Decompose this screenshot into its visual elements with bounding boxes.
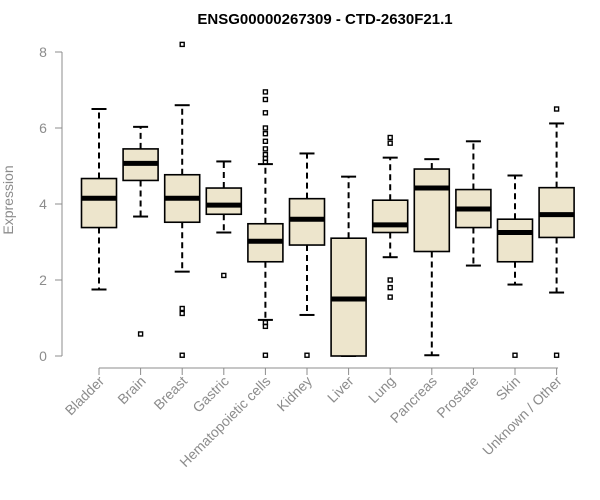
- box-breast: [163, 41, 201, 358]
- outlier-point: [553, 352, 560, 358]
- iqr-box: [413, 168, 451, 253]
- box-pancreas: [413, 158, 451, 357]
- y-tick-label: 0: [39, 348, 47, 364]
- outlier-point: [512, 352, 518, 358]
- iqr-box: [288, 197, 326, 246]
- outlier-point: [304, 352, 310, 358]
- box-brain: [122, 125, 159, 337]
- box-gastric: [205, 160, 243, 279]
- outlier-point: [387, 294, 393, 300]
- outlier-point: [179, 352, 185, 358]
- outlier-point: [262, 110, 269, 116]
- outlier-point: [179, 305, 185, 312]
- iqr-box: [371, 199, 409, 234]
- outlier-point: [221, 272, 227, 279]
- chart-title: ENSG00000267309 - CTD-2630F21.1: [197, 11, 452, 28]
- outlier-point: [387, 140, 393, 146]
- x-tick-label-lung: Lung: [365, 373, 398, 406]
- outlier-point: [262, 352, 269, 358]
- box-unknown-other: [538, 106, 575, 358]
- outlier-point: [262, 138, 269, 145]
- box-prostate: [455, 140, 492, 267]
- box-bladder: [80, 108, 118, 291]
- outlier-point: [262, 146, 269, 152]
- outlier-point: [137, 331, 144, 337]
- box-liver: [330, 175, 367, 357]
- outlier-point: [553, 106, 560, 112]
- outlier-point: [262, 96, 269, 103]
- outlier-point: [262, 125, 269, 131]
- outlier-point: [262, 89, 269, 95]
- outlier-point: [262, 159, 269, 165]
- box-lung: [371, 134, 409, 300]
- outlier-point: [262, 130, 269, 137]
- y-axis-label: Expression: [0, 165, 16, 234]
- iqr-box: [496, 218, 534, 263]
- x-tick-label-bladder: Bladder: [62, 373, 108, 419]
- outlier-point: [179, 310, 185, 317]
- outlier-point: [387, 134, 393, 141]
- y-tick-label: 4: [39, 196, 47, 212]
- x-tick-label-skin: Skin: [493, 373, 524, 404]
- x-tick-label-liver: Liver: [324, 373, 357, 406]
- box-hematopoietic-cells: [247, 89, 284, 358]
- boxes-group: [80, 41, 575, 358]
- iqr-box: [80, 177, 118, 229]
- x-tick-label-unknown-other: Unknown / Other: [479, 373, 565, 459]
- box-kidney: [288, 152, 326, 358]
- iqr-box: [205, 187, 243, 216]
- x-tick-label-brain: Brain: [114, 373, 148, 407]
- y-tick-label: 2: [39, 272, 47, 288]
- y-tick-label: 8: [39, 44, 47, 60]
- outlier-point: [179, 41, 185, 48]
- x-tick-label-breast: Breast: [150, 373, 190, 413]
- x-tick-label-kidney: Kidney: [274, 373, 316, 415]
- box-skin: [496, 174, 534, 358]
- outlier-point: [262, 323, 269, 330]
- y-tick-label: 6: [39, 120, 47, 136]
- x-tick-label-prostate: Prostate: [433, 373, 481, 421]
- outlier-point: [387, 277, 393, 283]
- y-axis: 0 2 4 6 8: [39, 44, 63, 364]
- outlier-point: [387, 284, 393, 291]
